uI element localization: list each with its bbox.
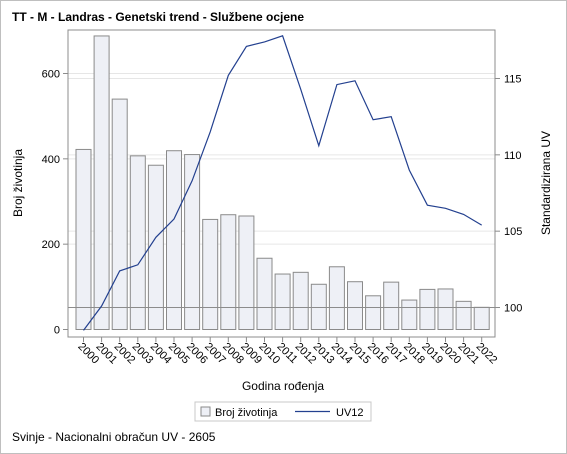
y-axis-title: Broj životinja — [11, 149, 25, 217]
bar — [419, 288, 436, 331]
y2-axis-title: Standardizirana UV — [539, 131, 553, 235]
footnote: Svinje - Nacionalni obračun UV - 2605 — [12, 430, 216, 444]
bar — [147, 164, 164, 330]
bar — [473, 306, 490, 330]
bar — [93, 35, 110, 330]
bar — [437, 288, 454, 331]
bar — [220, 214, 237, 330]
bar — [274, 273, 291, 330]
bar — [365, 295, 382, 330]
right-tick-label: 110 — [504, 150, 522, 162]
bar — [256, 257, 273, 331]
legend-box — [194, 401, 372, 422]
right-tick-label: 100 — [504, 303, 522, 315]
legend-line-label: UV12 — [336, 407, 364, 419]
bar — [111, 98, 128, 330]
left-tick-label: 400 — [42, 154, 60, 166]
bar — [129, 155, 146, 330]
bar — [202, 218, 219, 330]
right-tick-label: 115 — [504, 74, 522, 86]
bar — [310, 283, 327, 331]
bar — [383, 281, 400, 331]
legend-bar-swatch — [200, 406, 211, 417]
left-tick-label: 200 — [42, 239, 60, 251]
plot-area — [67, 29, 496, 338]
bar — [455, 300, 472, 330]
bar — [401, 299, 418, 330]
left-tick-label: 600 — [42, 69, 60, 81]
chart-title: TT - M - Landras - Genetski trend - Služ… — [12, 10, 305, 24]
bar — [328, 266, 345, 330]
x-axis-title: Godina rođenja — [242, 379, 324, 393]
bar — [292, 271, 309, 330]
bar — [347, 281, 363, 331]
bar — [75, 148, 92, 330]
legend-bar-label: Broj životinja — [215, 407, 278, 419]
bar — [184, 154, 201, 330]
uv12-line — [83, 35, 483, 331]
right-tick-label: 105 — [504, 226, 522, 238]
bar — [238, 215, 255, 330]
bar — [166, 150, 182, 330]
left-tick-label: 0 — [54, 325, 60, 337]
